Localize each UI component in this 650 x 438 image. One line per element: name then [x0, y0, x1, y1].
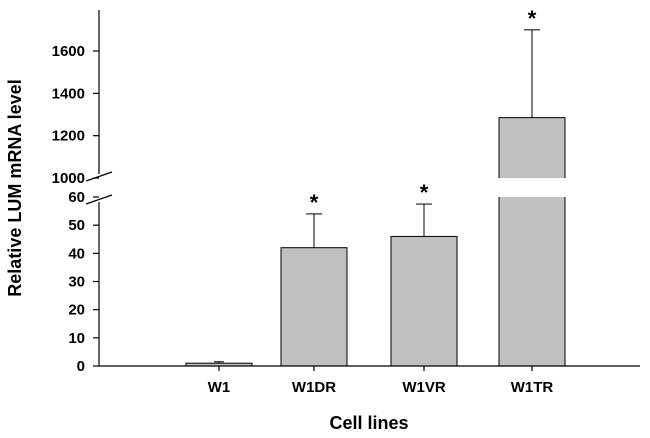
- lower-tick-label: 20: [68, 302, 85, 319]
- bars: [185, 117, 566, 367]
- category-label: W1TR: [511, 379, 554, 396]
- category-labels: W1 W1DR W1VR W1TR: [208, 366, 554, 396]
- significance-marker: *: [310, 190, 319, 215]
- upper-tick-label: 1400: [52, 85, 85, 102]
- bar: [280, 247, 348, 367]
- lower-tick-label: 40: [68, 245, 85, 262]
- upper-axis-ticks: 1000 1200 1400 1600: [52, 43, 99, 187]
- lower-tick-label: 60: [68, 189, 85, 206]
- category-label: W1VR: [402, 379, 446, 396]
- axis-break-mark-bottom: [85, 194, 113, 205]
- error-bars: [214, 29, 540, 364]
- upper-tick-label: 1600: [52, 43, 85, 60]
- upper-tick-label: 1000: [52, 170, 85, 187]
- lower-axis-ticks: 0 10 20 30 40 50 60: [68, 189, 99, 375]
- lower-tick-label: 10: [68, 330, 85, 347]
- category-label: W1DR: [292, 379, 336, 396]
- category-label: W1: [208, 379, 231, 396]
- x-axis-title: Cell lines: [329, 413, 408, 433]
- lower-tick-label: 0: [77, 358, 85, 375]
- significance-marker: *: [528, 6, 537, 31]
- bar-lower-part: [499, 197, 565, 366]
- y-axis-title: Relative LUM mRNA level: [5, 79, 25, 296]
- axis-break-mark-top: [85, 171, 113, 182]
- bar: [390, 235, 458, 367]
- bar-upper-part: [499, 117, 565, 178]
- upper-tick-label: 1200: [52, 128, 85, 145]
- significance-marker: *: [420, 180, 429, 205]
- lower-tick-label: 30: [68, 274, 85, 291]
- significance-markers: * * *: [310, 6, 537, 215]
- axes: [85, 10, 640, 367]
- lower-tick-label: 50: [68, 217, 85, 234]
